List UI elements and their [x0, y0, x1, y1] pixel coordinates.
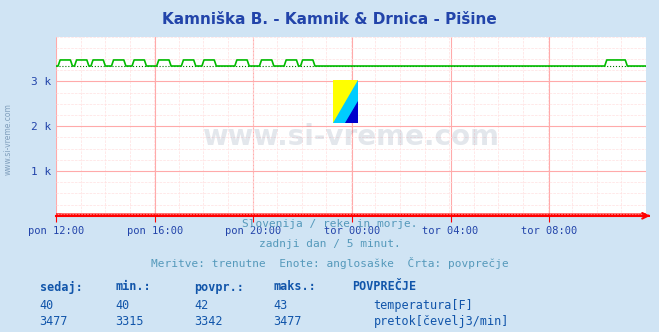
Text: 43: 43 [273, 299, 288, 312]
Text: Meritve: trenutne  Enote: anglosaške  Črta: povprečje: Meritve: trenutne Enote: anglosaške Črta… [151, 257, 508, 269]
Text: POVPREČJE: POVPREČJE [353, 281, 416, 293]
Text: temperatura[F]: temperatura[F] [374, 299, 473, 312]
Text: 3315: 3315 [115, 315, 144, 328]
Polygon shape [345, 101, 358, 123]
Text: 3342: 3342 [194, 315, 223, 328]
Text: 40: 40 [115, 299, 130, 312]
Text: maks.:: maks.: [273, 281, 316, 293]
Text: 42: 42 [194, 299, 209, 312]
Text: zadnji dan / 5 minut.: zadnji dan / 5 minut. [258, 239, 401, 249]
Text: 3477: 3477 [273, 315, 302, 328]
Text: www.si-vreme.com: www.si-vreme.com [202, 123, 500, 151]
Text: min.:: min.: [115, 281, 151, 293]
Text: 40: 40 [40, 299, 54, 312]
Text: Kamniška B. - Kamnik & Drnica - Pišine: Kamniška B. - Kamnik & Drnica - Pišine [162, 12, 497, 27]
Polygon shape [333, 80, 358, 123]
Polygon shape [333, 80, 358, 123]
Text: povpr.:: povpr.: [194, 281, 244, 293]
Text: Slovenija / reke in morje.: Slovenija / reke in morje. [242, 219, 417, 229]
Text: www.si-vreme.com: www.si-vreme.com [3, 104, 13, 175]
Text: pretok[čevelj3/min]: pretok[čevelj3/min] [374, 315, 509, 328]
Text: 3477: 3477 [40, 315, 68, 328]
Text: sedaj:: sedaj: [40, 281, 82, 293]
